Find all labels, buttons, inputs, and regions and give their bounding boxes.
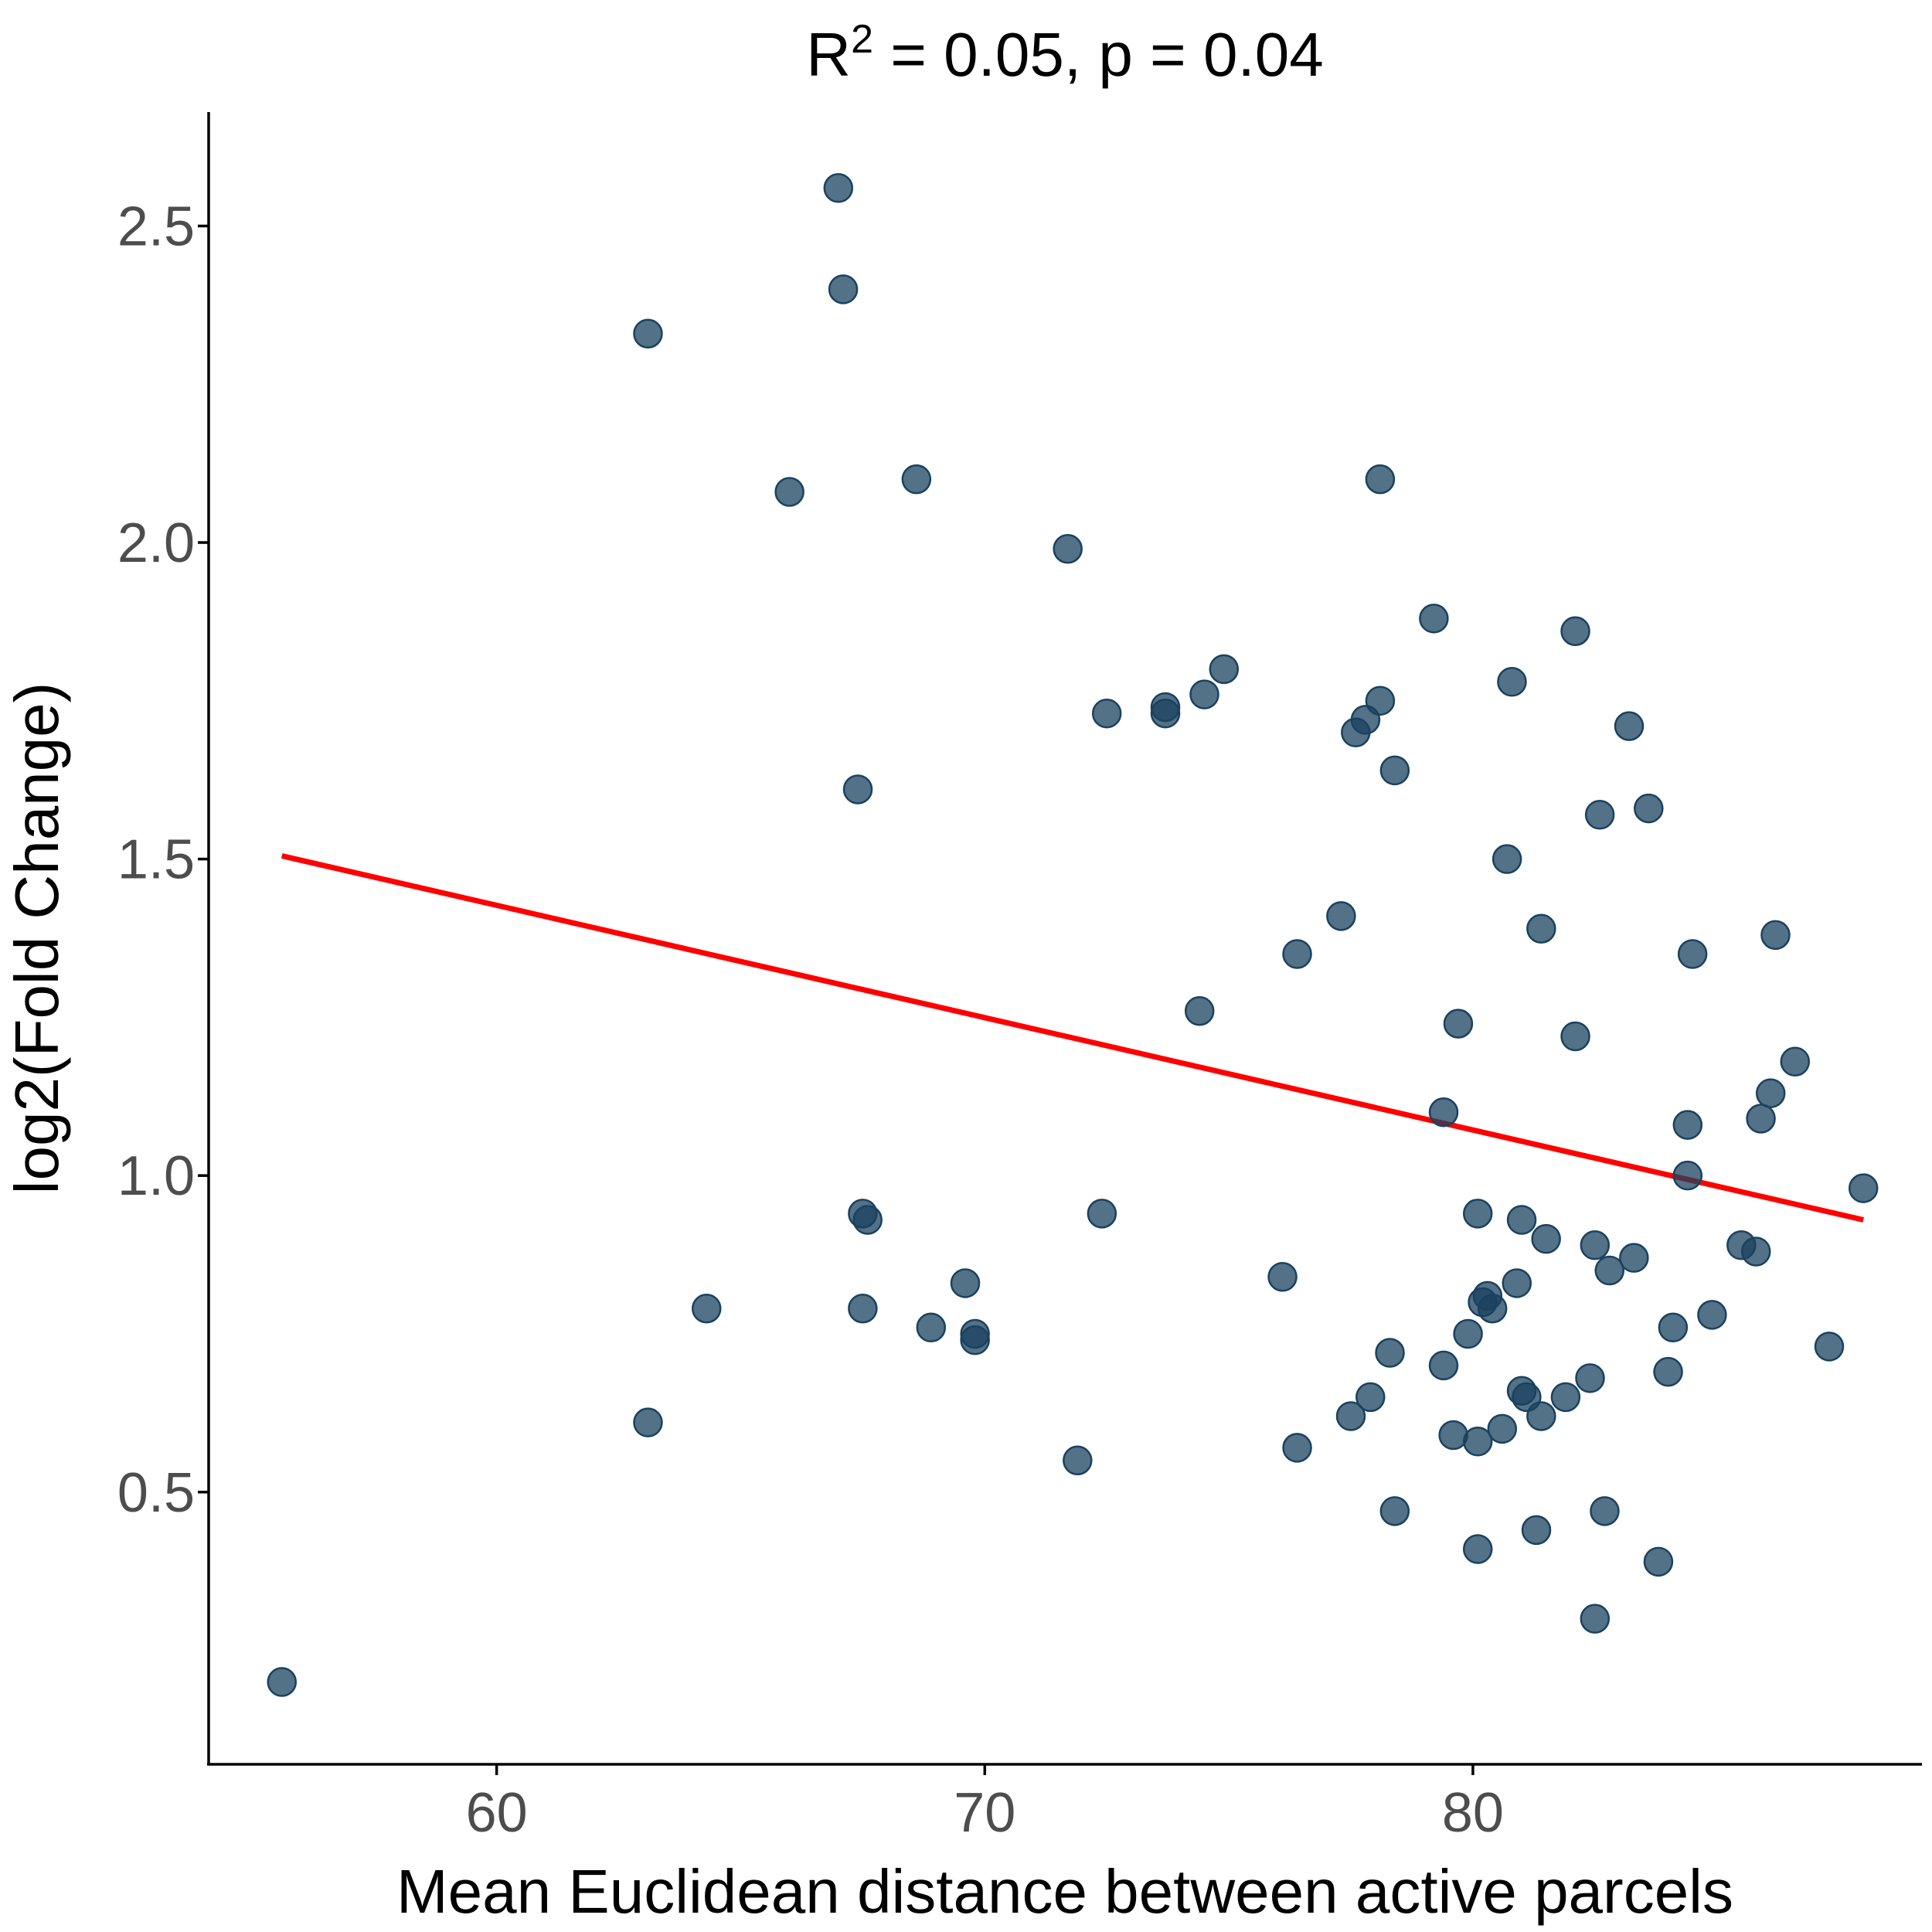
data-point <box>1365 685 1396 716</box>
fit-line-layer <box>281 853 1864 1223</box>
data-point <box>633 318 663 349</box>
x-tick-label: 70 <box>954 1782 1015 1844</box>
data-point <box>1526 1401 1556 1431</box>
data-point <box>774 477 804 507</box>
data-point <box>1335 1401 1366 1431</box>
y-axis-title: log2(Fold Change) <box>2 682 71 1195</box>
data-point <box>901 464 932 495</box>
data-point <box>1653 1356 1683 1387</box>
data-point <box>692 1293 722 1324</box>
data-point <box>916 1312 947 1343</box>
data-point <box>950 1268 981 1298</box>
data-point <box>1184 995 1215 1026</box>
data-point <box>1379 1496 1410 1526</box>
data-point <box>1560 1021 1590 1052</box>
data-point <box>1428 1097 1459 1128</box>
data-point <box>1814 1332 1845 1362</box>
data-point <box>1379 755 1410 786</box>
data-point <box>1584 800 1615 830</box>
data-point <box>1672 1110 1703 1140</box>
data-point <box>1209 654 1240 685</box>
data-point <box>1365 464 1396 495</box>
data-point <box>1521 1515 1552 1546</box>
data-point <box>1740 1236 1771 1267</box>
data-point <box>1634 793 1664 824</box>
x-tick-label: 60 <box>466 1782 528 1844</box>
data-point <box>1848 1173 1879 1203</box>
data-point <box>1326 901 1356 931</box>
y-tick-label: 1.0 <box>117 1145 195 1207</box>
chart-title-superscript: 2 <box>851 17 873 62</box>
data-point <box>1462 1426 1493 1457</box>
data-point <box>1487 1413 1518 1444</box>
data-point <box>1672 1160 1703 1191</box>
regression-line <box>281 853 1864 1223</box>
data-point <box>1087 1199 1117 1229</box>
data-point <box>1091 698 1122 729</box>
data-point <box>842 774 873 804</box>
data-point <box>1658 1312 1689 1343</box>
data-point <box>828 274 859 304</box>
data-point <box>1267 1261 1298 1292</box>
data-point <box>1443 1009 1474 1039</box>
data-point <box>1560 616 1590 646</box>
data-point <box>1150 692 1181 723</box>
data-point <box>1189 679 1219 709</box>
data-point <box>1438 1420 1468 1451</box>
data-point <box>1697 1300 1727 1330</box>
data-point <box>1746 1104 1776 1134</box>
data-point <box>1502 1268 1532 1298</box>
data-point <box>1550 1382 1581 1413</box>
data-point <box>1780 1046 1811 1077</box>
data-point <box>1619 1243 1649 1273</box>
data-point <box>1375 1338 1405 1368</box>
data-point <box>1453 1318 1483 1349</box>
data-point <box>1497 666 1527 697</box>
data-point <box>1580 1604 1611 1634</box>
data-point <box>1594 1255 1625 1286</box>
chart-title-rest: = 0.05, p = 0.04 <box>873 20 1324 89</box>
data-point <box>1428 1350 1459 1381</box>
data-point <box>1355 1382 1386 1413</box>
data-point <box>1760 920 1791 951</box>
y-tick-label: 2.5 <box>117 196 195 257</box>
data-point <box>1282 939 1312 969</box>
data-point <box>1643 1546 1674 1577</box>
data-point <box>1462 1199 1493 1229</box>
points-layer <box>267 173 1879 1697</box>
data-point <box>1590 1496 1620 1526</box>
x-axis-ticks: 60 70 80 <box>466 1764 1504 1844</box>
data-point <box>852 1205 883 1235</box>
data-point <box>1063 1445 1093 1476</box>
data-point <box>1677 939 1708 969</box>
data-point <box>1462 1534 1493 1564</box>
data-point <box>1580 1230 1611 1260</box>
y-axis-ticks: 0.5 1.0 1.5 2.0 2.5 <box>117 196 209 1524</box>
data-point <box>1282 1433 1312 1463</box>
data-point <box>1614 711 1645 741</box>
data-point <box>848 1293 878 1324</box>
data-point <box>1506 1205 1537 1235</box>
x-axis-title: Mean Euclidean distance between active p… <box>396 1857 1733 1926</box>
data-point <box>1575 1363 1605 1393</box>
data-point <box>1531 1223 1561 1254</box>
data-point <box>1526 913 1556 944</box>
data-point <box>960 1325 990 1355</box>
y-tick-label: 2.0 <box>117 512 195 574</box>
data-point <box>1477 1293 1508 1324</box>
data-point <box>633 1407 663 1437</box>
x-tick-label: 80 <box>1442 1782 1504 1844</box>
chart-title-main: R <box>806 20 851 89</box>
data-point <box>823 173 854 203</box>
data-point <box>1053 533 1083 564</box>
chart-title: R2 = 0.05, p = 0.04 <box>806 17 1323 89</box>
data-point <box>267 1667 297 1697</box>
data-point <box>1419 604 1449 634</box>
y-tick-label: 1.5 <box>117 829 195 891</box>
data-point <box>1492 844 1522 874</box>
data-point <box>1755 1078 1786 1108</box>
y-tick-label: 0.5 <box>117 1462 195 1524</box>
